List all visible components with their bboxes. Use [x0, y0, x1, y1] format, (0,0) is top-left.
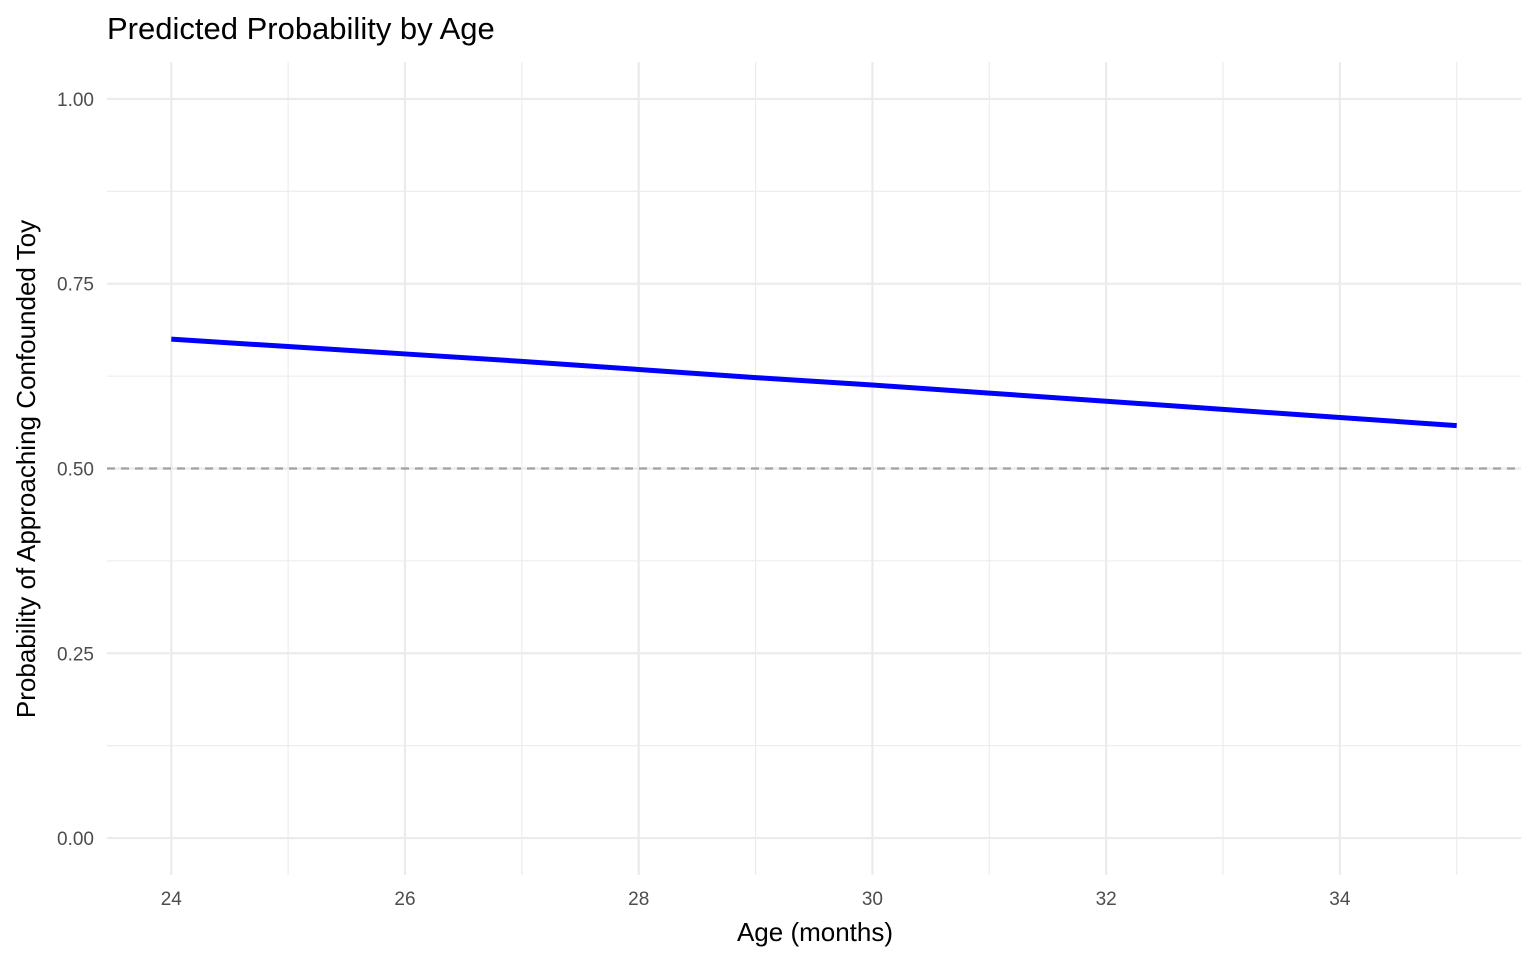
y-axis-title: Probability of Approaching Confounded To…	[11, 220, 41, 718]
x-tick-label: 34	[1329, 889, 1351, 910]
y-tick-label: 1.00	[57, 90, 94, 111]
y-tick-label: 0.75	[57, 275, 94, 296]
series-layer	[171, 336, 1457, 429]
x-tick-label: 32	[1096, 889, 1117, 910]
y-axis-ticks: 0.00 0.25 0.50 0.75 1.00	[57, 90, 94, 850]
x-axis-ticks: 24 26 28 30 32 34	[161, 889, 1351, 910]
series-line	[171, 336, 1457, 429]
x-tick-label: 26	[394, 889, 415, 910]
x-axis-title: Age (months)	[737, 917, 893, 947]
chart-title: Predicted Probability by Age	[107, 11, 495, 46]
x-tick-label: 30	[862, 889, 883, 910]
y-tick-label: 0.00	[57, 829, 94, 850]
x-tick-label: 28	[628, 889, 649, 910]
x-tick-label: 24	[161, 889, 183, 910]
y-tick-label: 0.25	[57, 644, 94, 665]
y-tick-label: 0.50	[57, 460, 94, 481]
